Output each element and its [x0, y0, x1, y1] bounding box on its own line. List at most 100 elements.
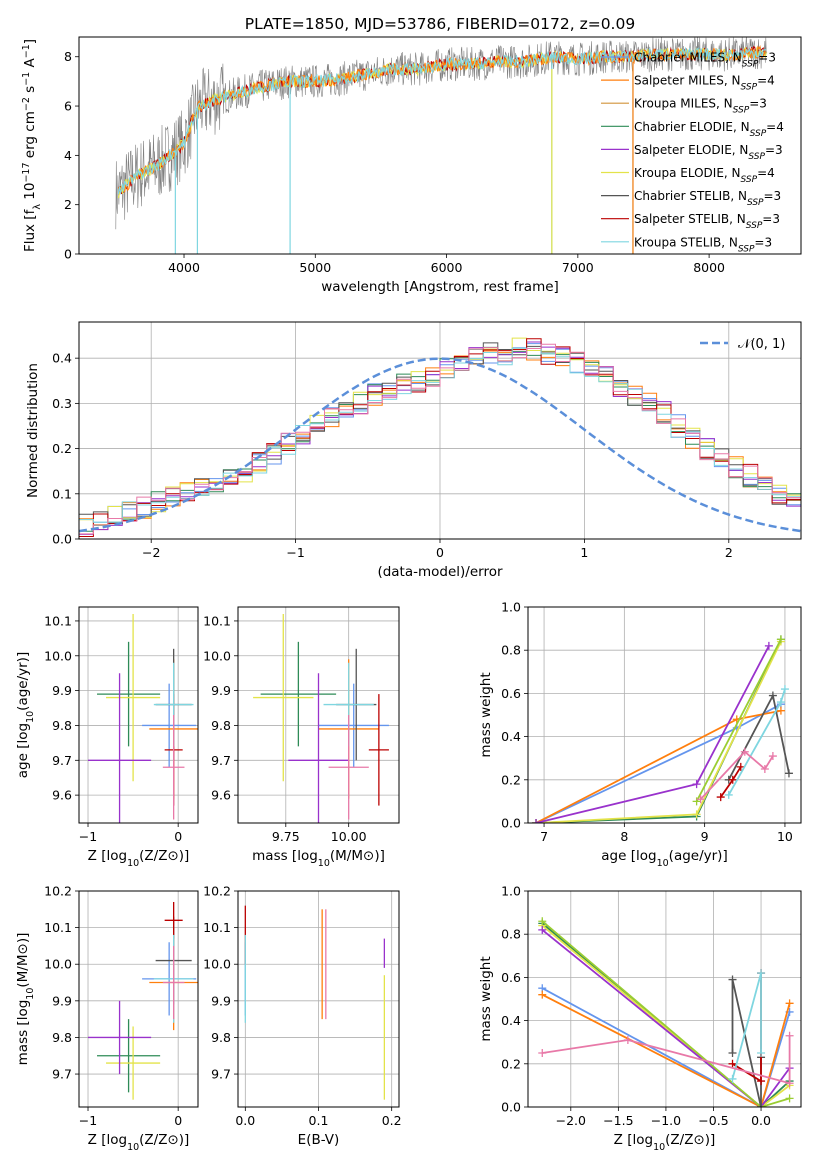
y-tick-label: 0.2 — [501, 1056, 521, 1071]
chart-age_vs_mass: 9.75 10.00 9.6 9.7 9.8 9.9 10.0 10.1 mass [log10… — [203, 606, 400, 869]
mass-weight-series-line — [535, 703, 782, 823]
axes-frame — [237, 890, 400, 1108]
x-tick-label: 0.0 — [751, 1113, 771, 1128]
age_vs_Z-plot — [88, 613, 198, 823]
y-tick-label: 0.8 — [501, 927, 521, 942]
mass-weight-marker — [696, 795, 705, 804]
mass-weight-series-line — [542, 1035, 791, 1085]
y-tick-label: 10.1 — [203, 613, 231, 628]
x-tick-label: 0.1 — [309, 1113, 329, 1128]
mass-weight-marker — [776, 706, 785, 715]
mass-weight-marker — [784, 769, 793, 778]
mass-weight-series-line — [541, 920, 790, 1107]
mass-weight-marker — [716, 793, 725, 802]
y-tick-label: 0.0 — [501, 1100, 521, 1115]
mass-weight-marker — [764, 641, 773, 650]
mass-weight-marker — [757, 1103, 766, 1107]
y-tick-label: 9.8 — [52, 718, 72, 733]
y-tick-label: 9.7 — [211, 753, 231, 768]
mass-weight-marker — [538, 1049, 547, 1057]
mass-weight-marker — [776, 698, 785, 707]
mass-weight-series-line — [731, 972, 762, 1080]
mass-weight-marker — [728, 775, 737, 784]
mass-weight-marker — [538, 925, 547, 934]
x-tick-label: 8 — [620, 829, 628, 844]
mass-weight-series-line — [535, 639, 782, 823]
mass_vs_Z-plot — [88, 901, 198, 1100]
y-tick-label: 0.8 — [501, 643, 521, 658]
y-tick-label: 0.6 — [501, 686, 521, 701]
legend-label: Kroupa STELIB, NSSP=3 — [634, 235, 772, 254]
legend-label: Salpeter ELODIE, NSSP=3 — [634, 143, 783, 162]
x-tick-label: 7000 — [562, 260, 594, 275]
mass-weight-marker — [692, 797, 701, 806]
x-tick-label: −1 — [286, 545, 304, 560]
y-tick-label: 1.0 — [501, 600, 521, 615]
y-axis-label: mass weight — [478, 672, 494, 757]
axes-frame — [527, 606, 802, 824]
x-tick-label: 9 — [701, 829, 709, 844]
x-tick-label: 9.75 — [272, 829, 300, 844]
x-axis-label: mass [log10(M/M⊙)] — [252, 848, 385, 869]
y-tick-label: 9.6 — [211, 788, 231, 803]
x-tick-label: 0.2 — [382, 1113, 402, 1128]
axes-frame — [237, 606, 400, 824]
axes-frame — [78, 606, 199, 824]
x-tick-label: 0 — [436, 545, 444, 560]
y-tick-label: 0.3 — [52, 396, 72, 411]
mass-weight-marker — [780, 685, 789, 694]
y-tick-label: 2 — [64, 197, 72, 212]
x-tick-label: 10.00 — [331, 829, 367, 844]
x-tick-label: −1.5 — [603, 1113, 633, 1128]
y-tick-label: 10.0 — [44, 648, 72, 663]
mass-weight-marker — [728, 1049, 737, 1057]
spectrum-model-line — [117, 46, 767, 195]
x-tick-label: 4000 — [168, 260, 200, 275]
figure-title: PLATE=1850, MJD=53786, FIBERID=0172, z=0… — [245, 15, 635, 33]
y-axis-label: Flux [fλ 10−17 erg cm−2 s−1 A−1] — [21, 39, 43, 252]
mass-weight-marker — [728, 1059, 737, 1068]
legend-label: Salpeter MILES, NSSP=4 — [634, 74, 775, 93]
legend-label: Salpeter STELIB, NSSP=3 — [634, 212, 780, 231]
x-tick-label: −0.5 — [698, 1113, 728, 1128]
mass-weight-series-line — [695, 638, 782, 802]
y-tick-label: 0.1 — [52, 486, 72, 501]
y-tick-label: 9.7 — [52, 1067, 72, 1082]
mass-weight-marker — [760, 765, 769, 773]
y-tick-label: 4 — [64, 148, 72, 163]
y-tick-label: 10.1 — [44, 613, 72, 628]
x-tick-label: 10 — [777, 829, 793, 844]
x-axis-label: Z [log10(Z/Z⊙)] — [88, 1132, 190, 1153]
y-tick-label: 9.9 — [52, 993, 72, 1008]
x-axis-label: age [log10(age/yr)] — [601, 848, 727, 869]
y-tick-label: 0.4 — [501, 1013, 521, 1028]
mass_vs_ebv-plot — [244, 905, 386, 1100]
mass-weight-marker — [692, 780, 701, 789]
mass-weight-marker — [757, 1077, 766, 1086]
axes-frame — [78, 321, 802, 540]
y-tick-label: 10.0 — [44, 957, 72, 972]
y-tick-label: 0.6 — [501, 970, 521, 985]
mass-weight-marker — [740, 747, 749, 756]
y-tick-label: 9.9 — [52, 683, 72, 698]
y-tick-label: 1.0 — [501, 884, 521, 899]
mass-weight-marker — [532, 819, 541, 823]
x-tick-label: 0 — [174, 829, 182, 844]
mass-weight-marker — [757, 969, 766, 978]
legend-label: Kroupa MILES, NSSP=3 — [634, 97, 767, 116]
x-tick-label: 1 — [580, 545, 588, 560]
axes-frame — [527, 890, 802, 1108]
x-tick-label: 6000 — [431, 260, 463, 275]
x-tick-label: −1 — [79, 829, 97, 844]
x-tick-label: −1 — [79, 1113, 97, 1128]
y-tick-label: 10.0 — [203, 957, 231, 972]
y-tick-label: 9.9 — [211, 683, 231, 698]
y-tick-label: 9.6 — [52, 788, 72, 803]
y-tick-label: 10.2 — [203, 884, 231, 899]
mass-weight-marker — [785, 1094, 794, 1103]
mass-weight-marker — [724, 790, 733, 799]
x-tick-label: −2 — [142, 545, 160, 560]
mass-weight-marker — [623, 1036, 632, 1045]
mass-weight-series-line — [535, 645, 770, 823]
x-axis-label: wavelength [Angstrom, rest frame] — [321, 279, 559, 295]
